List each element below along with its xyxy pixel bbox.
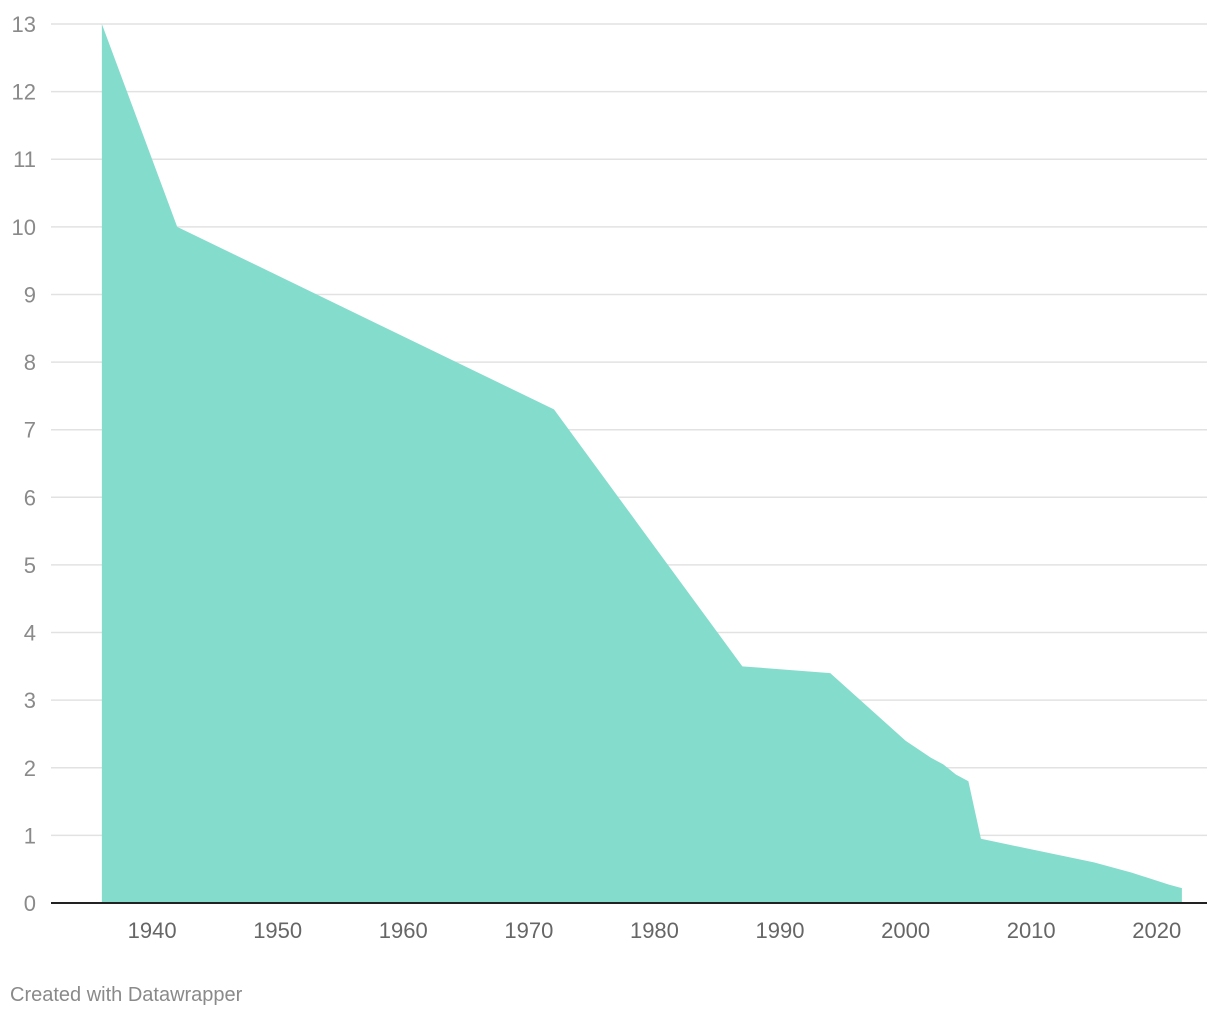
y-tick-label: 10 — [12, 215, 36, 240]
x-tick-label: 1990 — [756, 918, 805, 943]
area-series — [101, 24, 1182, 903]
x-tick-label: 1980 — [630, 918, 679, 943]
y-tick-label: 5 — [24, 553, 36, 578]
x-axis-ticks: 1940 1950 1960 1970 1980 1990 2000 2010 2020 — [128, 918, 1182, 943]
datawrapper-credit: Created with Datawrapper — [10, 984, 243, 1006]
y-tick-label: 7 — [24, 418, 36, 443]
x-tick-label: 2010 — [1007, 918, 1056, 943]
y-tick-label: 3 — [24, 688, 36, 713]
y-tick-label: 2 — [24, 756, 36, 781]
area-series-fill — [101, 24, 1182, 903]
y-tick-label: 1 — [24, 823, 36, 848]
x-tick-label: 2020 — [1132, 918, 1181, 943]
x-tick-label: 1940 — [128, 918, 177, 943]
y-tick-label: 11 — [13, 147, 36, 172]
x-tick-label: 1970 — [504, 918, 553, 943]
y-tick-label: 9 — [24, 282, 36, 307]
x-tick-label: 1950 — [253, 918, 302, 943]
y-tick-label: 0 — [24, 891, 36, 916]
y-tick-label: 4 — [24, 621, 36, 646]
y-tick-label: 13 — [12, 12, 36, 37]
y-tick-label: 8 — [24, 350, 36, 375]
x-tick-label: 1960 — [379, 918, 428, 943]
y-tick-label: 6 — [24, 485, 36, 510]
y-tick-label: 12 — [12, 80, 36, 105]
x-tick-label: 2000 — [881, 918, 930, 943]
